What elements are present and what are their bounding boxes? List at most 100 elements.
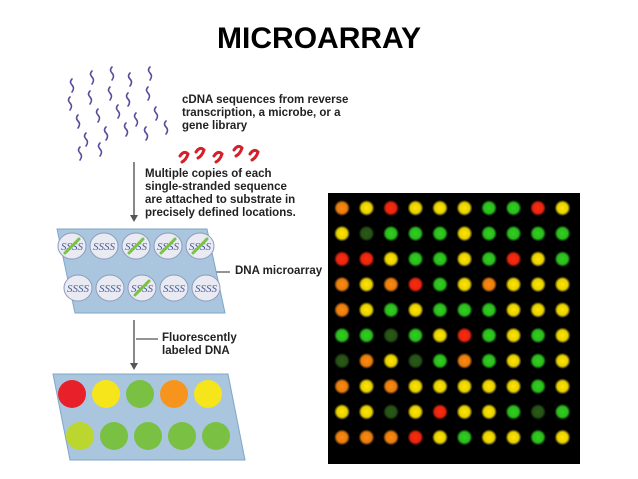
array-well: [63, 274, 93, 302]
cdna-strand: [123, 122, 129, 137]
photo-spot: [481, 403, 497, 420]
probe-glyph: SSSS: [93, 241, 116, 253]
photo-spot: [407, 403, 424, 420]
cdna-strand: [145, 86, 151, 101]
photo-spot: [481, 378, 497, 395]
photo-spot: [358, 250, 375, 267]
photo-spot: [383, 352, 399, 369]
labeled-strand: [194, 146, 206, 160]
photo-spot: [554, 429, 571, 446]
photo-spot: [456, 327, 473, 344]
photo-spot: [358, 301, 375, 318]
photo-spot: [358, 378, 375, 395]
result-spot: [126, 380, 154, 408]
result-spot: [100, 422, 128, 450]
photo-spot: [407, 225, 424, 242]
photo-spot: [334, 301, 350, 318]
arrow-head: [130, 363, 138, 370]
photo-spot: [481, 429, 497, 446]
array-well: [95, 274, 125, 302]
cdna-strand: [67, 96, 73, 111]
cdna-strand: [147, 66, 153, 81]
photo-spot: [334, 276, 350, 293]
photo-spot: [530, 200, 546, 216]
cdna-strand: [69, 78, 75, 93]
cdna-strand: [115, 104, 121, 119]
result-spot: [194, 380, 222, 408]
result-spot: [92, 380, 120, 408]
photo-spot: [358, 200, 375, 216]
photo-spot: [383, 378, 399, 395]
photo-spot: [554, 378, 571, 395]
photo-spot: [456, 225, 473, 242]
result-spot: [134, 422, 162, 450]
photo-spot: [554, 225, 571, 242]
photo-spot: [456, 200, 473, 216]
photo-spot: [383, 327, 399, 344]
photo-spot: [505, 301, 522, 318]
photo-spot: [432, 327, 448, 344]
photo-spot: [456, 403, 473, 420]
photo-spot: [432, 250, 448, 267]
photo-spot: [554, 403, 571, 420]
result-spot: [58, 380, 86, 408]
photo-spot: [334, 327, 350, 344]
photo-spot: [432, 378, 448, 395]
photo-spot: [481, 225, 497, 242]
photo-spot: [334, 200, 350, 216]
photo-spot: [407, 250, 424, 267]
photo-spot: [554, 276, 571, 293]
photo-spot: [530, 378, 546, 395]
photo-spot: [456, 276, 473, 293]
photo-spot: [530, 429, 546, 446]
labeled-strand: [232, 144, 244, 158]
cdna-strand: [103, 126, 109, 141]
cdna-strand: [109, 66, 115, 81]
photo-spot: [481, 200, 497, 216]
photo-spot: [456, 429, 473, 446]
arrows: [130, 162, 230, 370]
photo-spot: [481, 276, 497, 293]
photo-spot: [383, 200, 399, 216]
cdna-strand: [95, 108, 101, 123]
photo-spot: [383, 276, 399, 293]
bound-fragment: [159, 237, 177, 255]
photo-spot: [554, 200, 571, 216]
dna-microarray-slide: SSSSSSSSSSSSSSSSSSSSSSSSSSSSSSSSSSSSSSSS: [56, 228, 226, 314]
photo-spot: [432, 200, 448, 216]
photo-spot: [505, 403, 522, 420]
photo-spot: [530, 403, 546, 420]
photo-spot: [456, 250, 473, 267]
cdna-strand: [163, 120, 169, 135]
probe-glyph: SSSS: [67, 283, 90, 295]
photo-spot: [432, 276, 448, 293]
photo-spot: [383, 403, 399, 420]
bound-fragment: [133, 279, 151, 297]
photo-spot: [505, 378, 522, 395]
photo-spot: [505, 200, 522, 216]
photo-spot: [358, 327, 375, 344]
photo-spot: [407, 301, 424, 318]
cdna-strand: [75, 114, 81, 129]
array-well: [89, 232, 119, 260]
photo-spot: [505, 327, 522, 344]
probe-glyph: SSSS: [195, 283, 218, 295]
arrow-head: [130, 215, 138, 222]
result-spot: [66, 422, 94, 450]
bound-fragment: [63, 237, 81, 255]
photo-spot: [432, 352, 448, 369]
photo-spot: [554, 327, 571, 344]
photo-spot: [407, 378, 424, 395]
photo-spot: [358, 429, 375, 446]
copies-label: Multiple copies of each single-stranded …: [145, 168, 296, 219]
result-slide: [52, 373, 246, 461]
array-well: [159, 274, 189, 302]
cdna-strand: [107, 86, 113, 101]
photo-spot: [407, 327, 424, 344]
bound-fragment: [191, 237, 209, 255]
microarray-label: DNA microarray: [235, 265, 323, 277]
cdna-strand: [133, 112, 139, 127]
photo-spot: [358, 225, 375, 242]
photo-spot: [554, 250, 571, 267]
